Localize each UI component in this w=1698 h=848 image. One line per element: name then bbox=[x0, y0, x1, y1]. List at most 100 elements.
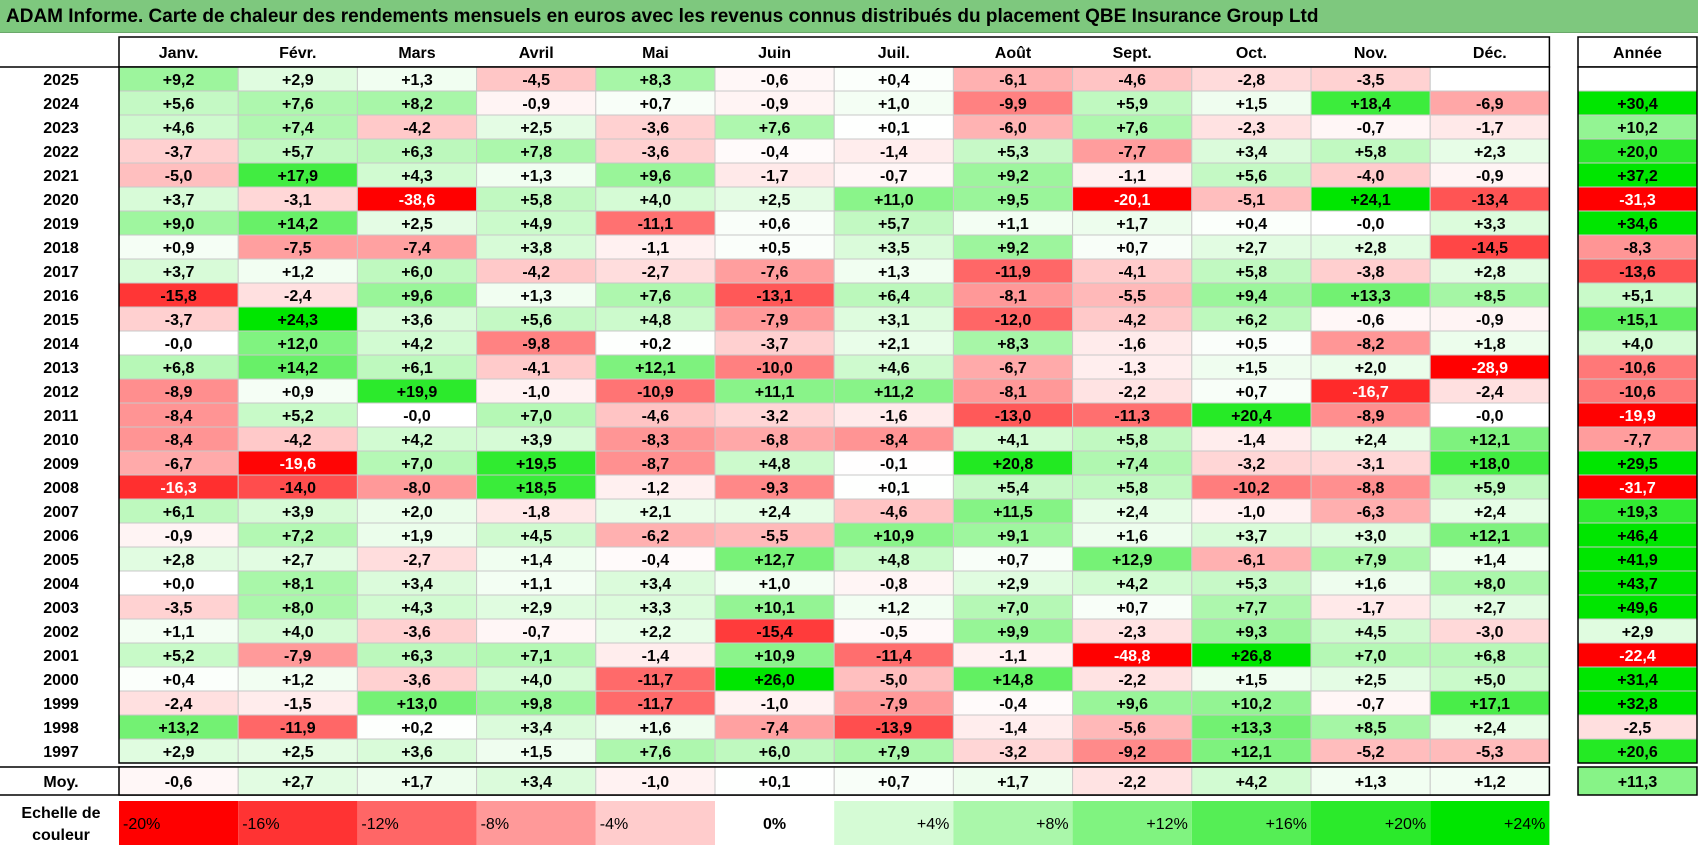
cell-value: +2,5 bbox=[401, 216, 433, 233]
average-value: -0,6 bbox=[165, 774, 193, 791]
cell-value: -19,6 bbox=[280, 456, 317, 473]
cell-value: +2,0 bbox=[1355, 360, 1387, 377]
heat-cell bbox=[595, 714, 716, 740]
cell-value: -1,8 bbox=[522, 504, 550, 521]
heat-cell bbox=[952, 450, 1074, 476]
average-cell bbox=[237, 766, 358, 796]
cell-value: -4,6 bbox=[642, 408, 670, 425]
heat-cell bbox=[595, 642, 716, 668]
heat-cell bbox=[714, 618, 835, 644]
cell-value: +0,1 bbox=[878, 120, 910, 137]
heat-cell bbox=[1429, 282, 1550, 308]
heat-cell bbox=[1310, 690, 1431, 716]
cell-value: +3,0 bbox=[1355, 528, 1387, 545]
annual-value: +49,6 bbox=[1617, 600, 1658, 617]
annual-value: -10,6 bbox=[1619, 384, 1656, 401]
heat-cell bbox=[476, 138, 597, 164]
heat-cell bbox=[356, 522, 478, 548]
cell-value: -0,1 bbox=[880, 456, 908, 473]
average-value: -1,0 bbox=[642, 774, 670, 791]
cell-value: +1,6 bbox=[1116, 528, 1148, 545]
cell-value: +5,3 bbox=[1236, 576, 1268, 593]
cell-value: +5,0 bbox=[1474, 672, 1506, 689]
cell-value: -0,5 bbox=[880, 624, 908, 641]
cell-value: +2,5 bbox=[520, 120, 552, 137]
cell-value: +10,9 bbox=[754, 648, 795, 665]
heat-cell bbox=[714, 210, 835, 236]
cell-value: +1,4 bbox=[520, 552, 552, 569]
heat-cell bbox=[595, 378, 716, 404]
month-header: Mai bbox=[642, 45, 669, 62]
year-label: 2002 bbox=[43, 624, 79, 641]
heat-cell bbox=[356, 330, 478, 356]
cell-value: -5,6 bbox=[1118, 720, 1146, 737]
cell-value: -8,9 bbox=[1357, 408, 1385, 425]
month-header: Juin bbox=[758, 45, 791, 62]
cell-value: +11,1 bbox=[755, 384, 795, 401]
cell-value: -0,4 bbox=[761, 144, 789, 161]
grid-frame bbox=[118, 66, 1551, 764]
average-value: +3,4 bbox=[520, 774, 552, 791]
month-header: Déc. bbox=[1473, 45, 1507, 62]
cell-value: -0,9 bbox=[761, 96, 789, 113]
heat-cell bbox=[595, 402, 716, 428]
scale-swatch bbox=[1311, 801, 1431, 845]
cell-value: +9,6 bbox=[401, 288, 433, 305]
cell-value: +3,6 bbox=[401, 312, 433, 329]
average-cell bbox=[1191, 766, 1312, 796]
heat-cell bbox=[1072, 666, 1193, 692]
cell-value: +2,8 bbox=[1355, 240, 1387, 257]
average-value: -2,2 bbox=[1118, 774, 1146, 791]
average-cell bbox=[118, 766, 239, 796]
heat-cell bbox=[237, 570, 358, 596]
heat-cell bbox=[833, 450, 954, 476]
heat-cell bbox=[476, 546, 597, 572]
cell-value: +3,6 bbox=[401, 744, 433, 761]
scale-label: -20% bbox=[123, 816, 160, 833]
cell-value: -0,7 bbox=[880, 168, 908, 185]
cell-value: -0,4 bbox=[999, 696, 1027, 713]
cell-value: -3,1 bbox=[284, 192, 312, 209]
annual-cell bbox=[1577, 330, 1698, 356]
heat-cell bbox=[476, 90, 597, 116]
cell-value: +1,4 bbox=[1474, 552, 1506, 569]
cell-value: +7,2 bbox=[282, 528, 314, 545]
cell-value: -15,4 bbox=[756, 624, 793, 641]
cell-value: +7,6 bbox=[1116, 120, 1148, 137]
annual-cell bbox=[1577, 234, 1698, 260]
cell-value: -14,5 bbox=[1472, 240, 1509, 257]
heat-cell bbox=[476, 690, 597, 716]
cell-value: -3,6 bbox=[403, 624, 431, 641]
heat-cell bbox=[356, 90, 478, 116]
heat-cell bbox=[476, 258, 597, 284]
scale-swatch bbox=[953, 801, 1073, 845]
heat-cell bbox=[1072, 354, 1193, 380]
cell-value: +7,0 bbox=[1355, 648, 1387, 665]
cell-value: +5,6 bbox=[1236, 168, 1268, 185]
title-bar: ADAM Informe. Carte de chaleur des rende… bbox=[0, 0, 1698, 33]
heat-cell bbox=[118, 450, 239, 476]
cell-value: +10,1 bbox=[754, 600, 795, 617]
cell-value: +4,5 bbox=[520, 528, 552, 545]
year-label: 2015 bbox=[43, 312, 79, 329]
heat-cell bbox=[1072, 114, 1193, 140]
heat-cell bbox=[833, 402, 954, 428]
cell-value: -9,2 bbox=[1118, 744, 1146, 761]
heat-cell bbox=[1072, 186, 1193, 212]
cell-value: -16,3 bbox=[160, 480, 197, 497]
heat-cell bbox=[237, 522, 358, 548]
year-label: 2020 bbox=[43, 192, 79, 209]
heat-cell bbox=[1072, 450, 1193, 476]
heat-cell bbox=[1429, 402, 1550, 428]
heat-cell bbox=[1191, 90, 1312, 116]
cell-value: +1,3 bbox=[520, 288, 552, 305]
scale-swatch bbox=[1072, 801, 1192, 845]
cell-value: +5,6 bbox=[520, 312, 552, 329]
cell-value: -1,7 bbox=[1476, 120, 1504, 137]
annual-value: -31,3 bbox=[1619, 192, 1656, 209]
heat-cell bbox=[237, 714, 358, 740]
month-header: Août bbox=[995, 45, 1032, 62]
average-value: +4,2 bbox=[1236, 774, 1268, 791]
heat-cell bbox=[118, 354, 239, 380]
heat-cell bbox=[1310, 186, 1431, 212]
